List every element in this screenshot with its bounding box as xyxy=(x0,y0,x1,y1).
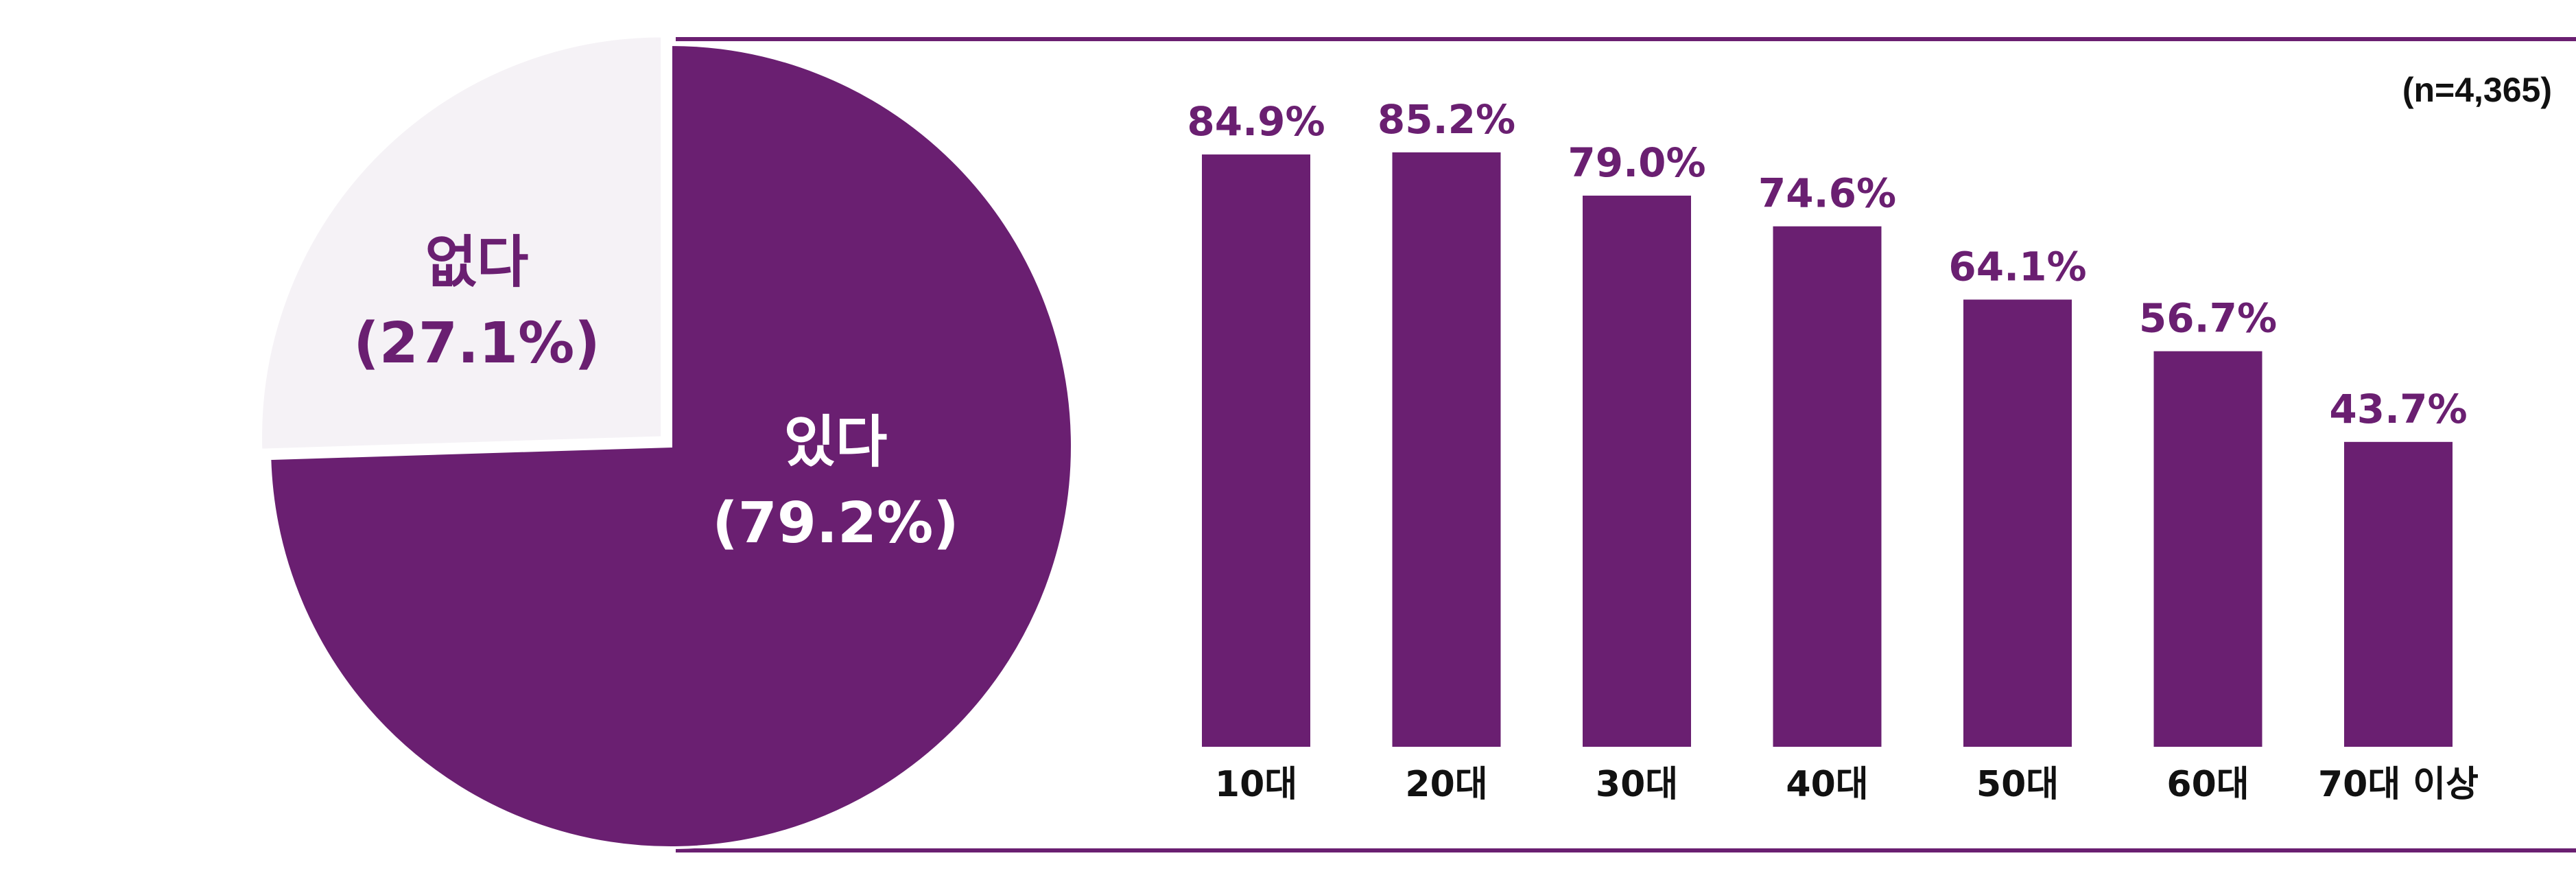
pie-slice-value-label: (27.1%) xyxy=(353,311,600,376)
bar-chart: 84.9% 10대 85.2% 20대 79.0% 30대 74.6% 40대 64.1% 50대… xyxy=(1187,96,2479,805)
bar-category-label: 50대 xyxy=(1976,764,2059,805)
bar-value-label: 79.0% xyxy=(1568,139,1705,186)
bar-value-label: 64.1% xyxy=(1948,243,2086,290)
bar-value-label: 84.9% xyxy=(1187,98,1325,145)
bar-value-label: 74.6% xyxy=(1758,170,1896,217)
sample-size-note: (n=4,365) xyxy=(2402,71,2552,109)
top-frame-line xyxy=(676,37,2576,41)
bar-value-label: 56.7% xyxy=(2139,295,2277,342)
bar-category-label: 10대 xyxy=(1215,764,1297,805)
pie-slice-no xyxy=(259,34,664,452)
bar-value-label: 85.2% xyxy=(1378,96,1515,143)
pie-chart: 있다 (79.2%) 없다 (27.1%) xyxy=(259,34,1074,849)
pie-slice-label: 없다 xyxy=(425,230,529,295)
bar-3 xyxy=(1583,196,1691,747)
bar-7 xyxy=(2344,441,2453,747)
bar-5 xyxy=(1963,299,2072,747)
bar-6 xyxy=(2153,351,2262,747)
bar-category-label: 70대 이상 xyxy=(2318,764,2479,805)
bar-1 xyxy=(1202,154,1310,747)
pie-slice-label: 있다 xyxy=(784,410,888,475)
bar-category-label: 20대 xyxy=(1405,764,1487,805)
bar-category-label: 30대 xyxy=(1596,764,1678,805)
bar-category-label: 40대 xyxy=(1786,764,1868,805)
bar-4 xyxy=(1773,226,1882,747)
bar-value-label: 43.7% xyxy=(2329,386,2467,432)
bottom-frame-line xyxy=(676,848,2576,852)
bar-2 xyxy=(1392,152,1501,747)
bar-category-label: 60대 xyxy=(2166,764,2249,805)
pie-slice-yes xyxy=(268,43,1074,849)
pie-slice-value-label: (79.2%) xyxy=(712,491,958,556)
